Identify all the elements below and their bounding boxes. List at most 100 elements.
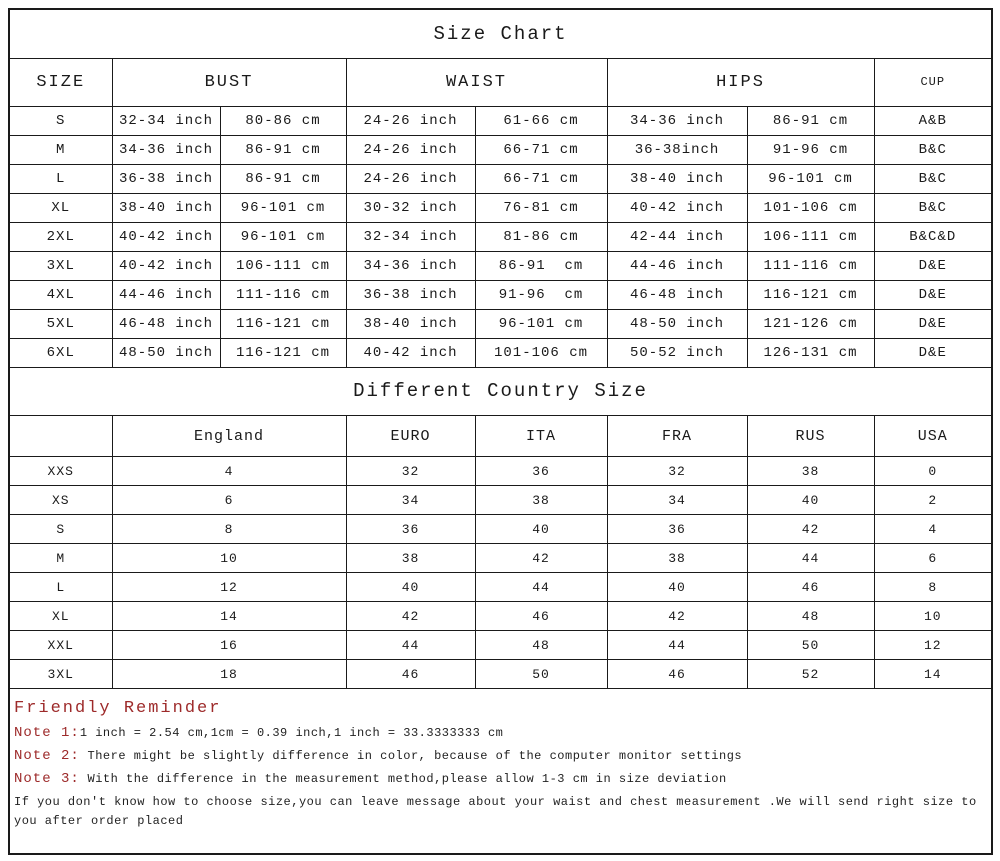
table-cell: 44 (474, 572, 608, 602)
table-row: S 8 36 40 36 42 4 (10, 514, 991, 544)
table-cell: 36-38 inch (345, 279, 476, 310)
table-cell: 4 (873, 514, 991, 544)
size-label-cell: 3XL (10, 659, 113, 689)
table-row: XXL 16 44 48 44 50 12 (10, 630, 991, 660)
column-header-rus: RUS (746, 415, 875, 457)
table-cell: 126-131 cm (746, 337, 875, 368)
table-cell: 8 (111, 514, 347, 544)
table-cell: 24-26 inch (345, 105, 476, 136)
size-label-cell: 2XL (10, 221, 113, 252)
table-cell: 50 (474, 659, 608, 689)
table-row: 5XL 46-48 inch 116-121 cm 38-40 inch 96-101 … (10, 308, 991, 339)
table-row: XS 6 34 38 34 40 2 (10, 485, 991, 515)
table-cell: 34 (606, 485, 748, 515)
table-cell: 116-121 cm (219, 337, 347, 368)
table-row: 2XL 40-42 inch 96-101 cm 32-34 inch 81-86 cm… (10, 221, 991, 252)
table-cell: 38 (606, 543, 748, 573)
table-cell: 36 (606, 514, 748, 544)
table-row: 6XL 48-50 inch 116-121 cm 40-42 inch 101-106… (10, 337, 991, 368)
table-cell: 30-32 inch (345, 192, 476, 223)
table-cell: 12 (873, 630, 991, 660)
note-2-text: There might be slightly difference in co… (79, 749, 743, 764)
column-header-ita: ITA (474, 415, 608, 457)
table-cell: 44 (345, 630, 476, 660)
table-cell: 50 (746, 630, 875, 660)
column-header-usa: USA (873, 415, 991, 457)
table-cell: 96-101 cm (219, 192, 347, 223)
table-cell: 86-91 cm (746, 105, 875, 136)
size-label-cell: 3XL (10, 250, 113, 281)
table-header-row: SIZE BUST WAIST HIPS CUP (10, 57, 991, 107)
note-1: Note 1:1 inch = 2.54 cm,1cm = 0.39 inch,… (14, 722, 983, 745)
table-cell: 66-71 cm (474, 134, 608, 165)
reminder-heading: Friendly Reminder (14, 699, 222, 718)
table-cell: 40 (345, 572, 476, 602)
table-cell: 42-44 inch (606, 221, 748, 252)
note-1-text: 1 inch = 2.54 cm,1cm = 0.39 inch,1 inch … (79, 726, 504, 740)
table-cell: 40-42 inch (345, 337, 476, 368)
table-cell: D&E (873, 337, 991, 368)
table-row: XL 38-40 inch 96-101 cm 30-32 inch 76-81 cm 4… (10, 192, 991, 223)
footer-note: If you don't know how to choose size,you… (14, 795, 977, 828)
table-cell: 36-38inch (606, 134, 748, 165)
table-cell: 101-106 cm (746, 192, 875, 223)
table-cell: 80-86 cm (219, 105, 347, 136)
table-cell: 2 (873, 485, 991, 515)
size-label-cell: L (10, 163, 113, 194)
table-cell: 40-42 inch (111, 250, 221, 281)
table-cell: D&E (873, 308, 991, 339)
size-label-cell: 4XL (10, 279, 113, 310)
table-cell: D&E (873, 250, 991, 281)
table-cell: 86-91 cm (219, 163, 347, 194)
column-header-england: England (111, 415, 347, 457)
table-cell: 48 (474, 630, 608, 660)
column-header-cup: CUP (873, 57, 991, 107)
table-cell: 14 (873, 659, 991, 689)
table-cell: 76-81 cm (474, 192, 608, 223)
table-cell: 42 (606, 601, 748, 631)
country-size-table: Different Country Size England EURO ITA … (10, 367, 991, 689)
table-cell: 32-34 inch (345, 221, 476, 252)
column-header-euro: EURO (345, 415, 476, 457)
note-2-label: Note 2: (14, 748, 80, 765)
table-cell: 16 (111, 630, 347, 660)
table-header-row: England EURO ITA FRA RUS USA (10, 415, 991, 457)
note-1-label: Note 1: (14, 725, 80, 741)
table-cell: 111-116 cm (219, 279, 347, 310)
table-cell: 46 (345, 659, 476, 689)
note-3-text: With the difference in the measurement m… (79, 772, 727, 787)
table-row: M 34-36 inch 86-91 cm 24-26 inch 66-71 cm 36-… (10, 134, 991, 165)
table-cell: 40-42 inch (111, 221, 221, 252)
table-cell: 40-42 inch (606, 192, 748, 223)
column-header-waist: WAIST (345, 57, 608, 107)
table-cell: B&C (873, 163, 991, 194)
column-header-bust: BUST (111, 57, 347, 107)
table-cell: 40 (474, 514, 608, 544)
size-label-cell: M (10, 134, 113, 165)
table-cell: 38 (345, 543, 476, 573)
table-cell: 38 (474, 485, 608, 515)
table-cell: 34-36 inch (345, 250, 476, 281)
table-title-row: Size Chart (10, 10, 991, 59)
table-row: S 32-34 inch 80-86 cm 24-26 inch 61-66 cm 34-… (10, 105, 991, 136)
table-cell: 14 (111, 601, 347, 631)
size-label-cell: L (10, 572, 113, 602)
table-cell: 91-96 cm (746, 134, 875, 165)
table-cell: 48-50 inch (111, 337, 221, 368)
table-row: XL 14 42 46 42 48 10 (10, 601, 991, 631)
table-cell: 52 (746, 659, 875, 689)
table-cell: 61-66 cm (474, 105, 608, 136)
table-cell: 6 (873, 543, 991, 573)
table-cell: 106-111 cm (219, 250, 347, 281)
table-cell: 46 (746, 572, 875, 602)
table-cell: 101-106 cm (474, 337, 608, 368)
size-label-cell: XL (10, 192, 113, 223)
table-title-row: Different Country Size (10, 367, 991, 416)
table-cell: 48 (746, 601, 875, 631)
country-size-title: Different Country Size (10, 367, 991, 416)
column-header-hips: HIPS (606, 57, 875, 107)
table-row: XXS 4 32 36 32 38 0 (10, 456, 991, 486)
table-cell: 116-121 cm (746, 279, 875, 310)
table-cell: 24-26 inch (345, 134, 476, 165)
table-cell: 50-52 inch (606, 337, 748, 368)
